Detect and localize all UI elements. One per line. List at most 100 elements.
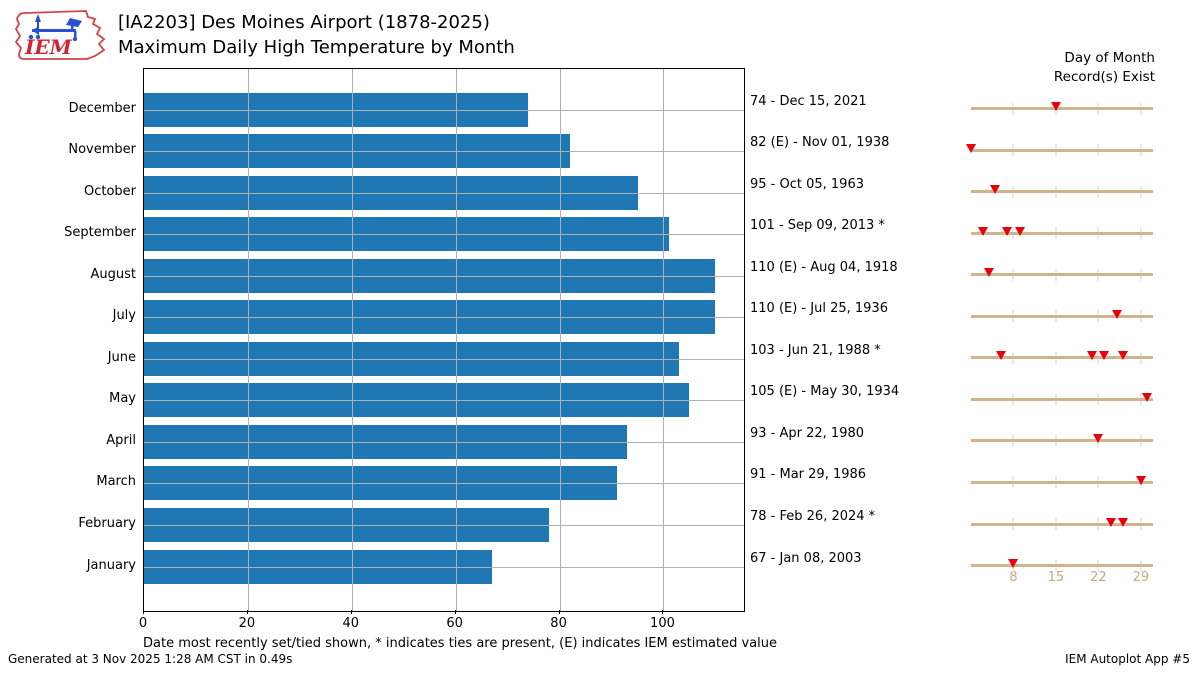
- day-strip-may: [971, 397, 1153, 401]
- gridline-y-november: [144, 151, 744, 153]
- iem-logo: IEM: [14, 10, 106, 60]
- record-day-marker-august-4: [984, 268, 995, 278]
- day-strip-october: [971, 190, 1153, 194]
- day-strip-july: [971, 314, 1153, 318]
- bar-chart-plot-area: [143, 68, 745, 612]
- x-tick-60: [454, 610, 456, 614]
- x-axis-label: Date most recently set/tied shown, * ind…: [143, 636, 777, 651]
- month-label-april: April: [106, 432, 136, 448]
- month-label-june: June: [107, 349, 136, 365]
- month-label-september: September: [64, 225, 136, 241]
- day-strip-march: [971, 480, 1153, 484]
- record-day-marker-june-21: [1087, 351, 1098, 361]
- day-axis-label-29: 29: [1132, 570, 1150, 586]
- gridline-y-june: [144, 358, 744, 360]
- day-axis-label-22: 22: [1090, 570, 1107, 586]
- day-axis-label-8: 8: [1009, 570, 1018, 586]
- x-tick-label-80: 80: [550, 616, 567, 631]
- record-day-marker-january-8: [1008, 559, 1019, 569]
- record-label-june: 103 - Jun 21, 1988 *: [750, 342, 881, 358]
- x-tick-0: [143, 610, 144, 614]
- record-day-marker-december-15: [1050, 102, 1061, 111]
- x-tick-80: [558, 610, 560, 614]
- record-day-marker-february-26: [1117, 517, 1128, 527]
- record-day-marker-november-1: [966, 143, 976, 153]
- month-label-march: March: [96, 474, 136, 490]
- month-label-november: November: [68, 142, 136, 158]
- day-strip-november: [971, 148, 1153, 152]
- gridline-y-february: [144, 525, 744, 526]
- record-label-august: 110 (E) - Aug 04, 1918: [750, 259, 898, 275]
- day-of-month-panel-title: Day of Month Record(s) Exist: [953, 49, 1155, 87]
- month-label-may: May: [109, 391, 136, 407]
- app-credit: IEM Autoplot App #5: [1065, 652, 1190, 666]
- day-strip-august: [971, 273, 1153, 277]
- record-day-marker-february-24: [1105, 517, 1116, 527]
- record-label-july: 110 (E) - Jul 25, 1936: [750, 301, 888, 317]
- gridline-y-april: [144, 441, 744, 443]
- chart-title-line2: Maximum Daily High Temperature by Month: [118, 37, 515, 58]
- x-tick-100: [662, 610, 664, 614]
- record-label-november: 82 (E) - Nov 01, 1938: [750, 135, 890, 151]
- day-strip-february: [971, 522, 1153, 526]
- day-strip-june: [971, 356, 1153, 360]
- x-tick-label-100: 100: [650, 616, 675, 631]
- day-strip-december: [971, 107, 1153, 110]
- gridline-y-may: [144, 400, 744, 402]
- x-tick-label-20: 20: [238, 616, 256, 631]
- month-label-december: December: [68, 100, 136, 116]
- month-label-january: January: [86, 557, 136, 573]
- x-tick-label-60: 60: [446, 616, 463, 631]
- record-day-marker-march-29: [1135, 475, 1146, 485]
- record-label-december: 74 - Dec 15, 2021: [750, 93, 867, 109]
- day-of-month-panel-title-line2: Record(s) Exist: [1053, 69, 1155, 85]
- x-tick-label-0: 0: [138, 616, 148, 631]
- record-day-marker-october-5: [990, 185, 1001, 195]
- gridline-y-september: [144, 234, 744, 236]
- gridline-y-august: [144, 275, 744, 277]
- gridline-y-july: [144, 317, 744, 319]
- month-label-october: October: [83, 183, 136, 199]
- record-label-september: 101 - Sep 09, 2013 *: [750, 218, 885, 234]
- day-strip-january: [971, 564, 1153, 568]
- record-label-february: 78 - Feb 26, 2024 *: [750, 509, 876, 524]
- month-label-july: July: [112, 308, 136, 324]
- record-label-january: 67 - Jan 08, 2003: [750, 550, 862, 566]
- record-label-october: 95 - Oct 05, 1963: [750, 176, 864, 192]
- gridline-y-january: [144, 566, 744, 568]
- iem-logo-text: IEM: [24, 35, 73, 59]
- chart-title: [IA2203] Des Moines Airport (1878-2025) …: [118, 10, 515, 60]
- gridline-y-december: [144, 109, 744, 111]
- gridline-x-80: [559, 69, 561, 611]
- gridline-x-20: [247, 69, 249, 611]
- record-label-april: 93 - Apr 22, 1980: [750, 425, 865, 441]
- day-strip-april: [971, 439, 1153, 443]
- record-label-may: 105 (E) - May 30, 1934: [750, 384, 900, 400]
- gridline-y-march: [144, 483, 744, 485]
- day-of-month-panel-title-line1: Day of Month: [1064, 50, 1155, 66]
- generated-timestamp: Generated at 3 Nov 2025 1:28 AM CST in 0…: [8, 652, 293, 666]
- gridline-x-60: [455, 69, 457, 611]
- x-tick-label-40: 40: [342, 616, 360, 631]
- record-label-march: 91 - Mar 29, 1986: [750, 467, 867, 483]
- record-day-marker-june-23: [1099, 351, 1110, 361]
- x-tick-40: [350, 610, 352, 614]
- record-day-marker-may-30: [1141, 392, 1152, 402]
- record-day-marker-april-22: [1093, 434, 1104, 444]
- record-day-marker-september-7: [1002, 226, 1013, 236]
- gridline-y-october: [144, 192, 744, 194]
- record-day-marker-september-9: [1014, 226, 1025, 236]
- x-tick-20: [246, 610, 248, 614]
- chart-title-line1: [IA2203] Des Moines Airport (1878-2025): [118, 12, 490, 33]
- weather-vane-icon: [28, 14, 82, 42]
- record-day-marker-september-3: [978, 226, 989, 236]
- day-axis-label-15: 15: [1047, 570, 1065, 586]
- month-label-august: August: [90, 266, 137, 282]
- month-label-february: February: [78, 516, 136, 531]
- record-day-marker-june-26: [1117, 351, 1128, 361]
- gridline-x-40: [351, 69, 353, 611]
- day-strip-september: [971, 231, 1153, 235]
- record-day-marker-july-25: [1111, 309, 1122, 319]
- gridline-x-100: [663, 69, 665, 611]
- record-day-marker-june-6: [996, 351, 1007, 361]
